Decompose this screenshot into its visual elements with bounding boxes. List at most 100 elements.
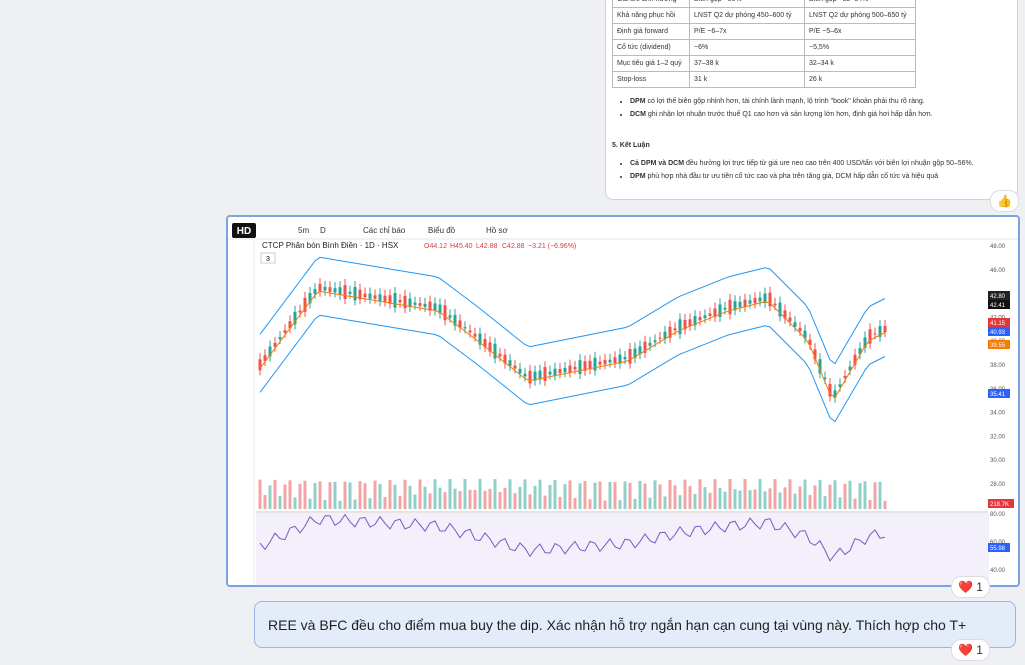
volume-bar [258,479,262,509]
candle [793,322,797,327]
candle [648,342,652,346]
volume-bar [358,481,362,509]
volume-bar [798,486,802,509]
candle [373,295,377,299]
volume-bar [588,499,592,509]
volume-bar [823,496,827,509]
candle [598,361,602,365]
candle [718,304,722,317]
volume-bar [478,479,482,509]
table-cell: Định giá forward [612,23,690,40]
candle [258,359,262,371]
volume-bar [408,485,412,509]
volume-bar [828,484,832,509]
heart-reaction[interactable]: ❤️ 1 [951,576,990,598]
toolbar-item[interactable]: D [320,226,326,235]
volume-tag-bg [988,499,1014,508]
reaction-count: 1 [976,580,983,594]
volume-bar [833,480,837,509]
candle [263,355,267,362]
volume-bar [348,482,352,509]
volume-bar [578,483,582,509]
candle [593,357,597,371]
price-tick: 30.00 [990,458,1006,464]
toolbar-item[interactable]: Biểu đồ [428,226,456,235]
message: REE và BFC đều cho điểm mua buy the dip.… [254,601,1016,648]
toolbar-item[interactable]: 5m [298,226,309,235]
candle [463,327,467,329]
volume-bar [718,488,722,509]
candle [523,373,527,377]
table-row: Cổ tức (dividend) ~6% ~5,5% [612,39,916,56]
candle [863,337,867,348]
volume-bar [518,486,522,509]
table-cell: 32–34 k [804,55,916,72]
volume-bar [598,481,602,509]
layers-box [260,252,276,264]
volume-bar [648,497,652,509]
candle [298,310,302,313]
ohlc-value: −3.21 (−6.96%) [528,243,576,250]
toolbar-item[interactable]: Hồ sơ [486,226,508,235]
candle [378,294,382,302]
volume-bar [763,491,767,509]
candle [533,371,537,381]
toolbar-item[interactable]: Các chỉ báo [363,226,406,235]
volume-bar [338,500,342,509]
hd-badge [232,223,256,238]
candle [763,293,767,303]
price-tick: 48.00 [990,244,1006,250]
candle [438,304,442,314]
candle [433,303,437,311]
price-tag-bg [988,389,1010,398]
volume-bar [373,480,377,509]
hd-label: HD [237,226,251,237]
heart-reaction[interactable]: ❤️ 1 [951,639,990,661]
candle [543,367,547,382]
candle [513,365,517,369]
volume-bar [608,481,612,509]
volume-bar [783,487,787,509]
candle [538,370,542,380]
volume-bar [283,484,287,509]
volume-bar [328,482,332,509]
volume-bar [263,494,267,509]
volume-bar [278,496,282,509]
candle [623,356,627,360]
candle [553,368,557,376]
table-cell: P/E ~6–7x [689,23,805,40]
candle [558,368,562,374]
candle [458,320,462,328]
like-button[interactable]: 👍 [990,190,1019,212]
table-cell: Cổ tức (dividend) [612,39,690,56]
candle [448,315,452,318]
bullet-text: ghi nhận lợi nhuận trước thuế Q1 cao hơn… [645,111,933,118]
volume-bar [628,482,632,509]
volume-bar [848,480,852,509]
volume-bar [288,480,292,509]
volume-bar [723,491,727,509]
candle [658,337,662,339]
volume-bar [863,481,867,509]
candle [568,365,572,373]
candle [333,288,337,293]
candle [323,286,327,291]
candle [618,354,622,364]
candle [643,341,647,353]
candle [693,316,697,326]
volume-bar [538,479,542,509]
candle [883,325,887,333]
volume-bar [713,479,717,509]
price-tick: 38.00 [990,363,1006,369]
table-cell: 31 k [689,71,805,88]
volume-bar [463,479,467,509]
volume-bar [543,495,547,509]
table-cell: 37–38 k [689,55,805,72]
candle [503,354,507,364]
price-tag: 42.80 [990,294,1006,300]
volume-bar [363,483,367,509]
volume-bar [293,497,297,509]
table-row: Mục tiêu giá 1–2 quý 37–38 k 32–34 k [612,55,916,72]
volume-bar [858,483,862,509]
